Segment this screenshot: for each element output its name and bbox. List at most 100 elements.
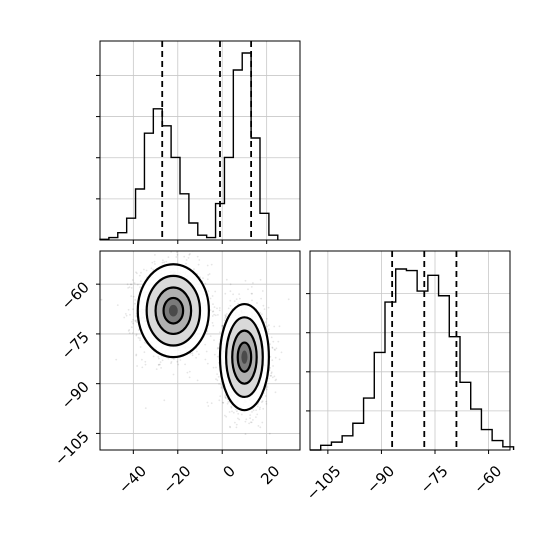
- scatter-point: [259, 278, 262, 281]
- scatter-point: [129, 313, 131, 316]
- scatter-point: [250, 292, 253, 295]
- scatter-point: [187, 257, 190, 259]
- scatter-point: [235, 423, 238, 426]
- scatter-point: [214, 290, 217, 293]
- scatter-point: [263, 308, 266, 310]
- scatter-point: [134, 299, 137, 301]
- scatter-point: [154, 254, 156, 256]
- scatter-point: [218, 331, 221, 334]
- scatter-point: [269, 367, 271, 369]
- scatter-point: [217, 375, 220, 378]
- scatter-point: [176, 360, 179, 363]
- scatter-point: [237, 412, 240, 415]
- scatter-point: [185, 262, 187, 265]
- scatter-point: [207, 405, 210, 407]
- scatter-point: [266, 386, 269, 388]
- scatter-point: [157, 355, 160, 358]
- scatter-point: [170, 361, 173, 363]
- contour-line: [225, 316, 264, 399]
- scatter-point: [141, 358, 143, 361]
- scatter-point: [165, 260, 168, 263]
- contour-line: [231, 329, 258, 385]
- axis-ticks: [306, 293, 490, 454]
- scatter-point: [240, 413, 243, 416]
- x-tick-label: −90: [363, 462, 398, 497]
- scatter-point: [132, 318, 135, 321]
- x-tick-label: −40: [115, 462, 150, 497]
- scatter-point: [100, 298, 103, 301]
- scatter-point: [202, 230, 204, 232]
- scatter-point: [135, 334, 138, 337]
- scatter-point: [277, 340, 280, 343]
- scatter-point: [183, 255, 186, 258]
- panel-frame: [309, 250, 511, 451]
- scatter-point: [216, 373, 219, 375]
- scatter-point: [131, 332, 134, 334]
- scatter-point: [232, 293, 235, 296]
- scatter-point: [216, 355, 219, 358]
- scatter-point: [229, 299, 232, 302]
- scatter-point: [268, 432, 271, 435]
- scatter-point: [184, 363, 187, 366]
- scatter-point: [133, 282, 136, 284]
- scatter-point: [128, 286, 131, 289]
- scatter-point: [261, 400, 264, 403]
- scatter-point: [224, 396, 227, 399]
- scatter-point: [265, 317, 268, 320]
- x-tick-label: 0: [219, 462, 238, 481]
- scatter-point: [135, 354, 138, 357]
- scatter-point: [218, 309, 221, 312]
- scatter-point: [144, 407, 147, 409]
- scatter-point: [228, 411, 231, 413]
- scatter-point: [270, 372, 273, 375]
- y-tick-label: −90: [58, 378, 93, 413]
- scatter-point: [230, 406, 233, 409]
- scatter-point: [255, 409, 257, 411]
- scatter-point: [261, 401, 263, 403]
- scatter-point: [211, 295, 214, 297]
- scatter-point: [206, 264, 209, 267]
- scatter-point: [135, 271, 137, 274]
- scatter-point: [153, 260, 156, 263]
- scatter-point: [252, 419, 254, 421]
- scatter-point: [139, 337, 141, 340]
- scatter-point: [269, 343, 271, 346]
- scatter-point: [229, 290, 232, 293]
- scatter-point: [262, 304, 265, 307]
- scatter-point: [129, 283, 132, 286]
- scatter-point: [185, 259, 188, 261]
- scatter-point: [271, 346, 274, 349]
- scatter-point: [256, 413, 259, 416]
- histogram-steps: [99, 52, 279, 240]
- x-tick-label: −75: [417, 462, 452, 497]
- scatter-point: [217, 346, 219, 349]
- scatter-point: [162, 259, 164, 262]
- scatter-point: [280, 351, 283, 354]
- scatter-point: [213, 306, 216, 308]
- scatter-point: [205, 350, 208, 353]
- scatter-point: [189, 352, 192, 355]
- scatter-point: [141, 366, 144, 369]
- scatter-point: [155, 368, 158, 370]
- scatter-point: [135, 353, 138, 356]
- scatter-point: [139, 346, 142, 348]
- scatter-point: [127, 287, 129, 289]
- scatter-point: [124, 313, 127, 315]
- scatter-point: [227, 307, 230, 310]
- scatter-point: [224, 394, 227, 397]
- scatter-point: [251, 292, 254, 295]
- scatter-point: [251, 411, 253, 413]
- density-fill: [168, 304, 178, 317]
- scatter-point: [244, 279, 247, 282]
- scatter-point: [209, 309, 212, 311]
- scatter-point: [115, 358, 118, 361]
- scatter-point: [266, 388, 268, 391]
- scatter-point: [274, 349, 276, 351]
- scatter-point: [179, 359, 182, 361]
- gridlines: [100, 41, 300, 240]
- scatter-point: [229, 283, 232, 286]
- histogram-steps: [310, 268, 515, 451]
- scatter-point: [175, 251, 178, 254]
- scatter-point: [256, 302, 258, 304]
